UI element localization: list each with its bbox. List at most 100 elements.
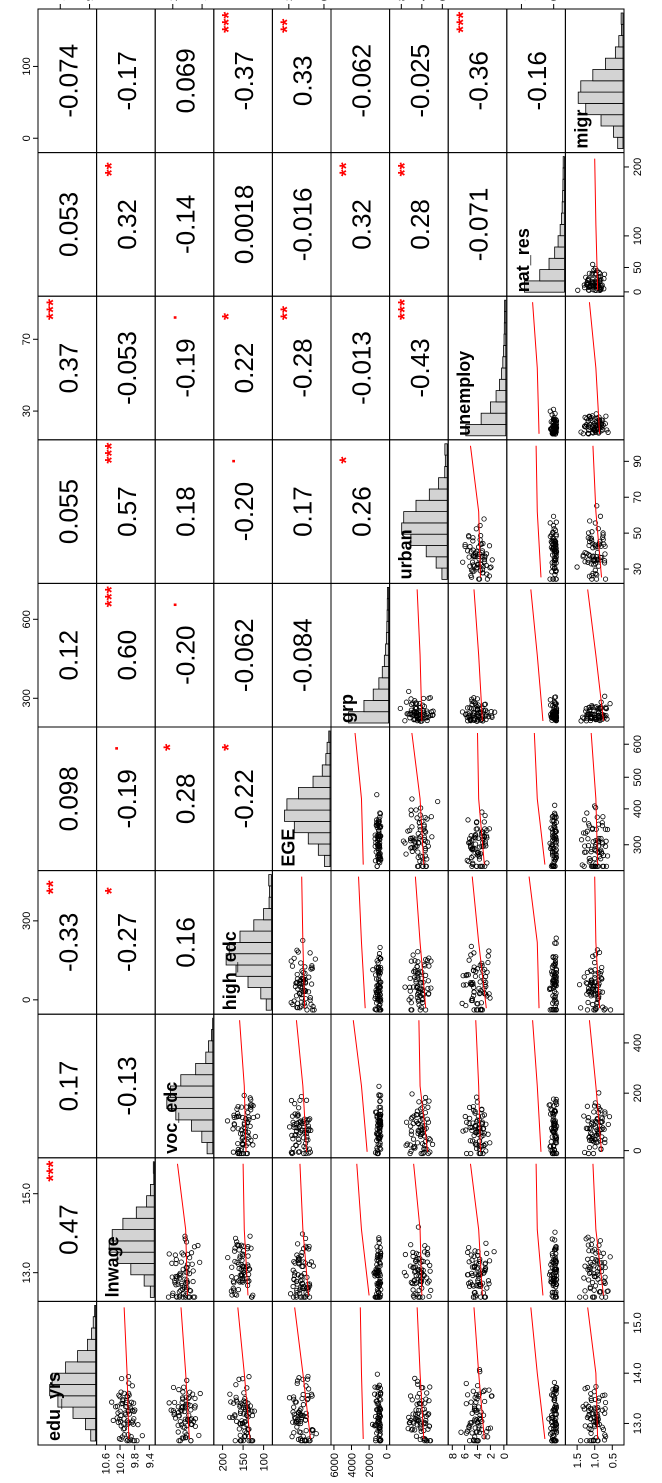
scatter-point [590,1437,597,1443]
matrix-cell-edu_yrs-EGE: 0.098 [37,726,98,872]
scatter-point [427,1268,433,1274]
scatter-point [602,1399,609,1406]
scatter-point [291,1258,297,1265]
scatter-point [302,1417,309,1423]
scatter-point [479,1120,486,1127]
scatter-point [426,1423,433,1429]
correlation-value: -0.20 [229,482,259,541]
scatter-point [549,1430,555,1436]
scatter-point [583,1401,589,1407]
scatter-point [605,429,611,436]
scatter-point [411,1420,417,1426]
matrix-cell-lnwage-voc_edc: -0.13 [96,1013,156,1159]
histogram-bar [363,700,390,713]
scatter-point [552,1118,558,1124]
histogram-bar [77,1350,96,1363]
scatter-point [374,1371,380,1377]
scatter-point [397,705,403,712]
scatter-point [476,1366,483,1373]
scatter-point [599,716,605,722]
smooth-line [588,1020,603,1152]
scatter-point [125,1432,131,1438]
scatter-point [604,427,610,433]
scatter-point [252,1133,258,1140]
scatter-point [587,1415,594,1422]
scatter-point [473,526,479,532]
scatter-point [607,1007,614,1013]
scatter-point [374,1407,380,1413]
scatter-point [375,835,381,841]
scatter-point [547,986,553,992]
scatter-point [589,271,595,278]
scatter-point [372,1384,378,1390]
scatter-point [295,1257,302,1264]
significance-stars: . [102,746,122,751]
scatter-point [295,949,301,955]
histogram-bar [410,533,448,546]
smooth-line [530,1307,546,1440]
histogram-bar [559,223,565,237]
scatter-point [298,1406,304,1412]
scatter-point [466,858,472,865]
scatter-point [402,1251,409,1258]
histogram-bar [617,136,624,149]
scatter-point [553,1096,559,1103]
scatter-point [176,1387,182,1393]
scatter-point [588,1241,594,1248]
matrix-cell-unemploy-urban [447,439,508,584]
scatter-point [592,558,598,564]
scatter-point [175,1422,181,1428]
scatter-point [418,1412,425,1418]
scatter-point [231,1248,238,1254]
histogram-bar [268,896,272,909]
scatter-point [599,1119,605,1125]
scatter-point [230,1149,236,1155]
scatter-point [585,431,592,437]
significance-stars: ** [102,162,122,176]
scatter-point [237,1438,244,1444]
scatter-point [547,697,553,703]
tick-label: 0 [382,1453,394,1459]
matrix-cell-EGE-nat_res: -0.016 [271,152,332,297]
scatter-point [377,860,383,866]
smooth-line [416,1307,425,1440]
scatter-point [551,1128,557,1135]
scatter-point [309,1007,316,1013]
scatter-point [292,1414,298,1421]
cell-border [447,1300,508,1446]
scatter-point [592,542,598,548]
matrix-cell-grp-EGE [330,726,391,872]
scatter-point [552,717,559,723]
scatter-point [374,1270,380,1276]
scatter-point [592,975,598,981]
scatter-point [245,1244,251,1250]
scatter-point [480,1388,487,1395]
scatter-point [600,532,606,538]
scatter-point [180,1291,186,1297]
scatter-point [374,1286,381,1293]
scatter-point [125,1437,131,1443]
smooth-line [532,302,540,434]
scatter-point [473,820,480,826]
matrix-cell-urban-unemploy: -0.43 *** [389,295,449,441]
scatter-point [114,1415,120,1421]
scatter-point [413,1258,419,1265]
scatter-point [588,991,594,997]
histogram-bar [503,344,507,358]
histogram-bar [561,201,565,214]
scatter-point [242,1396,248,1402]
scatter-point [425,1412,431,1418]
scatter-point [414,815,420,821]
scatter-point [600,1392,606,1399]
scatter-point [553,1428,559,1434]
scatter-point [188,1250,195,1256]
matrix-cell-lnwage-unemploy: -0.053 [96,295,156,441]
significance-stars: *** [43,1161,63,1182]
scatter-point [415,863,422,869]
histogram-bar [444,454,448,467]
scatter-point [466,1244,472,1251]
scatter-point [377,996,384,1002]
scatter-point [297,1005,303,1011]
scatter-point [378,979,384,985]
